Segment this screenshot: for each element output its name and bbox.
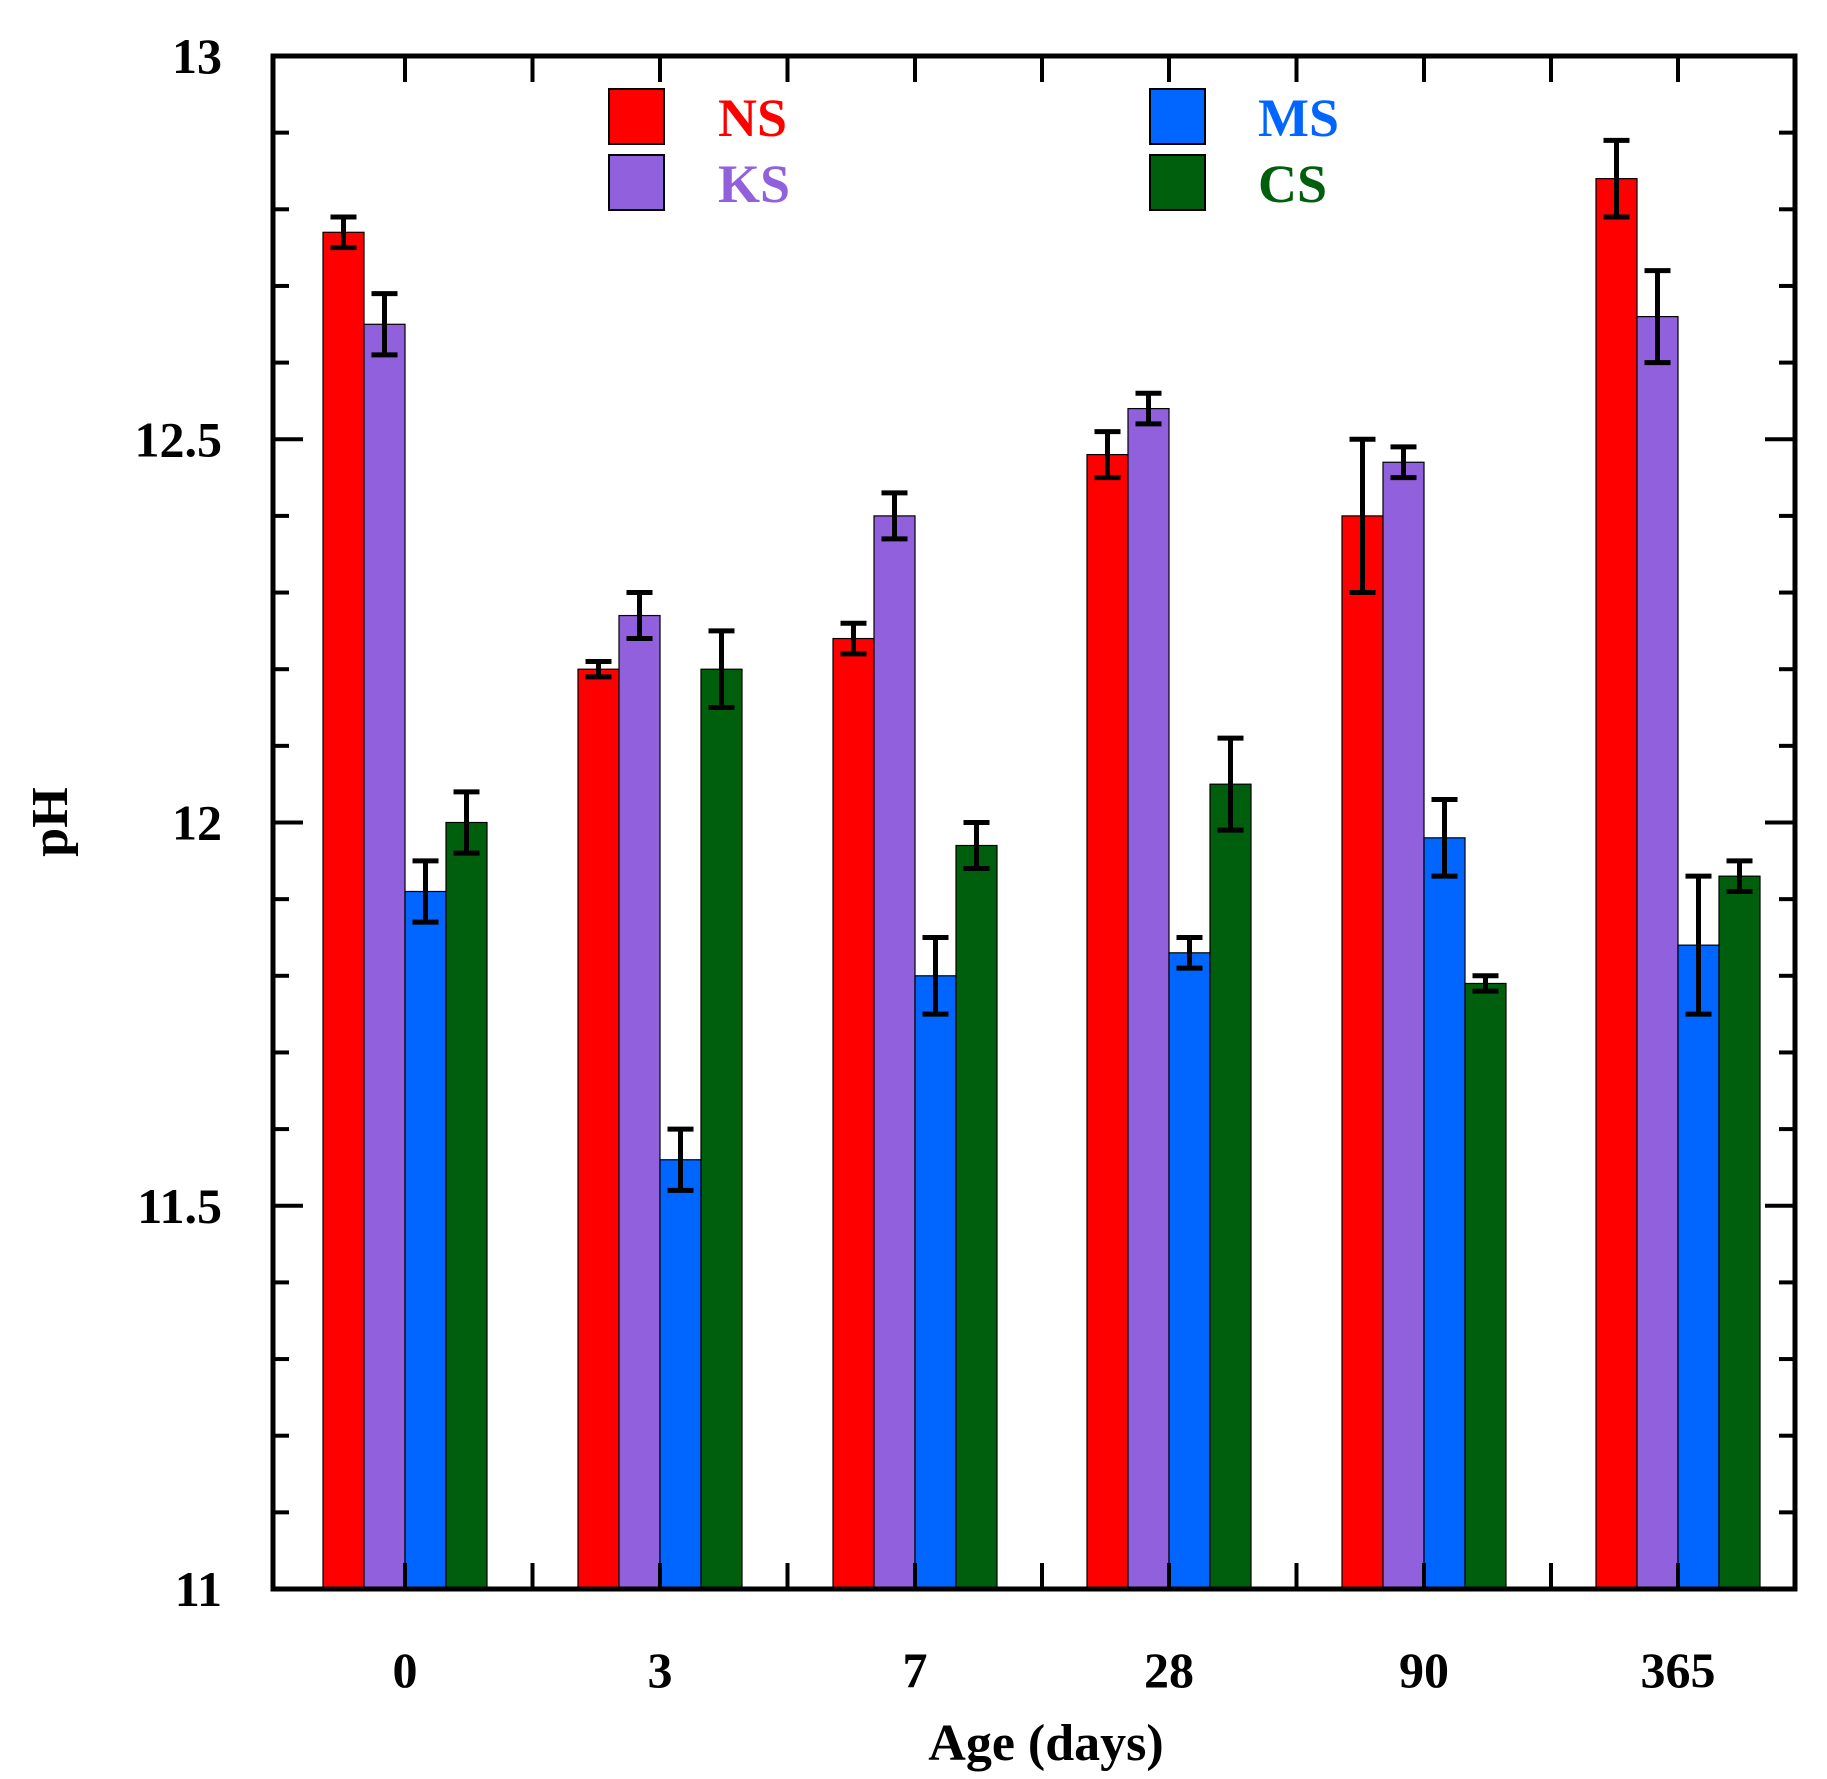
legend-swatch <box>608 154 665 211</box>
bar-ks-0 <box>363 323 406 1590</box>
errorbar-ms-365 <box>1685 873 1712 1017</box>
legend-label: NS <box>718 88 787 148</box>
bar-ms-365 <box>1677 944 1720 1590</box>
errorbar-ms-0 <box>412 858 439 925</box>
bar-ks-365 <box>1636 316 1679 1590</box>
x-tick-label: 0 <box>393 1642 418 1698</box>
y-tick-label: 13 <box>172 28 222 84</box>
bar-cs-28 <box>1209 783 1252 1590</box>
errorbar-ns-0 <box>330 214 357 251</box>
bar-ks-3 <box>618 614 661 1590</box>
legend: NS MS KS CS <box>608 88 1339 214</box>
bar-ms-90 <box>1423 837 1466 1590</box>
legend-swatch <box>1149 88 1206 145</box>
errorbar-cs-28 <box>1217 735 1244 833</box>
errorbar-cs-365 <box>1726 858 1753 894</box>
bar-cs-90 <box>1464 982 1507 1590</box>
errorbar-cs-3 <box>708 628 735 711</box>
legend-label: MS <box>1258 88 1339 148</box>
bar-ms-7 <box>914 975 957 1590</box>
bar-cs-0 <box>445 821 488 1590</box>
bar-ns-3 <box>577 668 620 1590</box>
error-bars-layer <box>330 137 1753 1193</box>
y-tick-label: 12.5 <box>135 411 223 467</box>
y-tick-labels: 11 11.5 12 12.5 13 <box>135 28 223 1617</box>
bar-ns-0 <box>322 231 365 1590</box>
bar-ns-365 <box>1595 178 1638 1590</box>
y-tick-label: 12 <box>172 795 222 851</box>
legend-label: KS <box>718 154 790 214</box>
legend-item-ks: KS <box>608 154 790 214</box>
errorbar-ms-90 <box>1431 797 1458 879</box>
errorbar-ks-28 <box>1135 390 1162 427</box>
x-tick-label: 28 <box>1144 1642 1194 1698</box>
plot-frame-layer <box>270 53 1798 1592</box>
bar-ms-3 <box>659 1159 702 1590</box>
errorbar-ms-3 <box>667 1126 694 1193</box>
legend-item-ms: MS <box>1149 88 1339 148</box>
bar-cs-3 <box>700 668 743 1590</box>
errorbar-ks-0 <box>371 291 398 358</box>
x-tick-labels: 0 3 7 28 90 365 <box>393 1642 1716 1698</box>
errorbar-ks-7 <box>881 490 908 542</box>
bar-ns-28 <box>1086 453 1129 1590</box>
bar-ks-7 <box>873 515 916 1590</box>
legend-item-cs: CS <box>1149 154 1327 214</box>
bar-ns-7 <box>832 637 875 1590</box>
errorbar-ns-7 <box>840 620 867 657</box>
bar-cs-7 <box>955 844 998 1590</box>
y-tick-label: 11 <box>175 1561 222 1617</box>
x-axis-title: Age (days) <box>928 1715 1163 1772</box>
legend-swatch <box>608 88 665 145</box>
errorbar-cs-90 <box>1472 973 1499 994</box>
errorbar-cs-0 <box>453 789 480 856</box>
plot-frame <box>270 53 1798 1592</box>
bar-ms-0 <box>404 890 447 1590</box>
y-axis-title: pH <box>22 787 79 856</box>
x-tick-label: 7 <box>903 1642 928 1698</box>
bar-ms-28 <box>1168 952 1211 1590</box>
x-tick-label: 90 <box>1399 1642 1449 1698</box>
x-tick-label: 3 <box>648 1642 673 1698</box>
bar-cs-365 <box>1718 875 1761 1590</box>
errorbar-ns-3 <box>585 659 612 680</box>
y-tick-label: 11.5 <box>137 1178 222 1234</box>
x-tick-label: 365 <box>1641 1642 1716 1698</box>
ticks-layer <box>273 54 1795 1591</box>
errorbar-cs-7 <box>963 820 990 871</box>
errorbar-ks-3 <box>626 590 653 642</box>
legend-label: CS <box>1258 154 1327 214</box>
errorbar-ns-365 <box>1603 137 1630 220</box>
errorbar-ns-90 <box>1349 436 1376 596</box>
errorbar-ks-365 <box>1644 268 1671 366</box>
bar-ks-28 <box>1127 407 1170 1590</box>
bars-layer <box>322 178 1761 1590</box>
errorbar-ms-28 <box>1176 934 1203 971</box>
legend-item-ns: NS <box>608 88 787 148</box>
bar-ks-90 <box>1382 461 1425 1590</box>
legend-swatch <box>1149 154 1206 211</box>
bar-ns-90 <box>1341 515 1384 1590</box>
errorbar-ms-7 <box>922 934 949 1017</box>
errorbar-ks-90 <box>1390 444 1417 481</box>
errorbar-ns-28 <box>1094 429 1121 481</box>
